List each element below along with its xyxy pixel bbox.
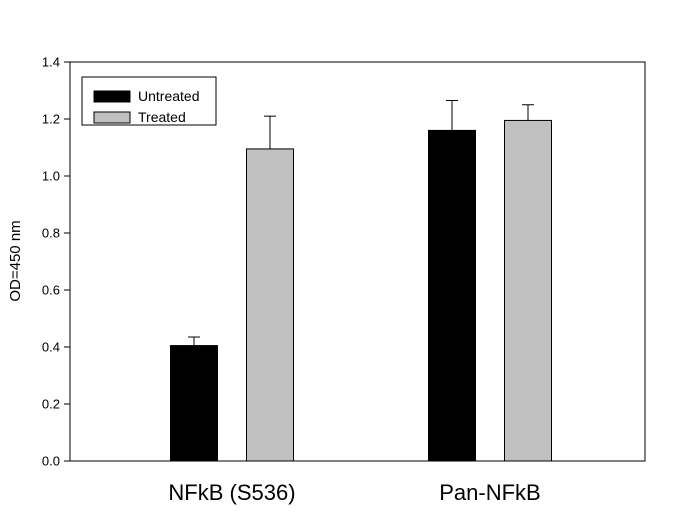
y-axis-title: OD=450 nm [7,220,24,301]
bar [428,129,476,462]
bar [170,345,218,462]
legend-label-untreated: Untreated [138,88,199,104]
y-tick-label: 0.8 [42,226,60,241]
x-category-label: NFkB (S536) [168,480,295,505]
y-tick-label: 0.2 [42,397,60,412]
legend-label-treated: Treated [138,109,186,125]
legend-swatch-untreated [93,90,131,103]
error-bars-group [188,99,534,346]
y-tick-label: 1.0 [42,169,60,184]
y-tick-label: 0.4 [42,340,60,355]
x-axis: NFkB (S536) Pan-NFkB [168,480,540,505]
y-tick-label: 1.4 [42,55,60,70]
y-tick-label: 1.2 [42,112,60,127]
legend: Untreated Treated [81,76,217,126]
plot-frame [69,61,646,462]
bar [246,148,294,462]
bar [504,119,552,462]
x-category-label: Pan-NFkB [439,480,540,505]
legend-swatch-treated [93,111,131,124]
y-tick-label: 0.6 [42,283,60,298]
y-tick-label: 0.0 [42,454,60,469]
y-axis: 0.0 0.2 0.4 0.6 0.8 1.0 1.2 1.4 [42,55,70,469]
bars-group [170,119,552,462]
